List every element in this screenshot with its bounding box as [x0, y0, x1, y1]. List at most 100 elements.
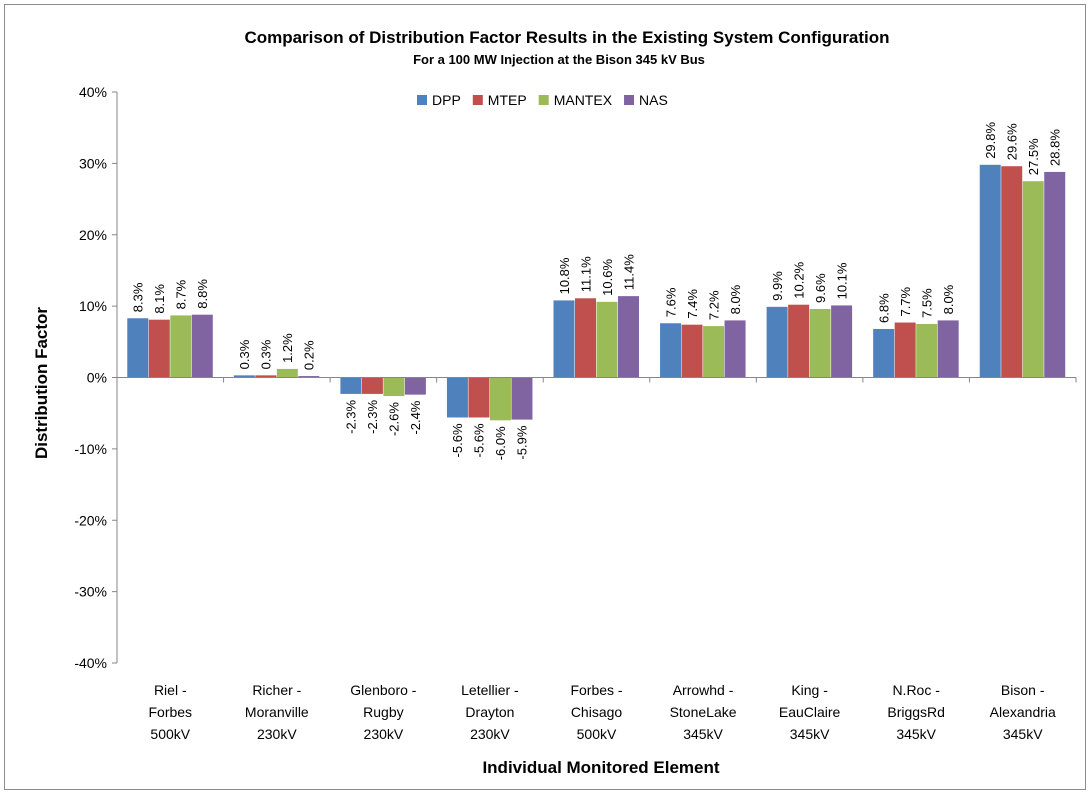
bars — [127, 164, 1066, 421]
data-label: 7.6% — [663, 287, 678, 317]
x-category-label: Riel -Forbes 500kV — [148, 682, 192, 742]
bar-dpp — [340, 377, 362, 394]
bar-mtep — [575, 298, 596, 378]
legend-swatch-dpp — [417, 95, 427, 105]
data-label: 9.9% — [770, 271, 785, 301]
data-label: 10.8% — [557, 257, 572, 294]
y-axis-ticks: -40% -30% -20% -10% 0% 10% 20% 30% 40% — [74, 84, 117, 671]
legend-label-dpp: DPP — [432, 92, 461, 108]
bar-mantex — [703, 326, 725, 378]
data-label: 8.3% — [131, 282, 146, 312]
bar-dpp — [766, 306, 788, 378]
legend: DPP MTEP MANTEX NAS — [417, 92, 668, 108]
bar-nas — [191, 314, 213, 378]
y-tick-label: 40% — [79, 84, 107, 100]
y-tick-label: 30% — [79, 155, 107, 171]
data-label: -5.6% — [450, 423, 465, 457]
bar-mantex — [596, 301, 618, 378]
data-label: 8.0% — [941, 284, 956, 314]
data-label: 0.2% — [302, 340, 317, 370]
legend-swatch-nas — [624, 95, 635, 105]
data-label: 1.2% — [280, 333, 295, 363]
bar-mantex — [383, 377, 405, 397]
data-label: 7.5% — [919, 288, 934, 318]
bar-mantex — [489, 377, 511, 421]
bar-nas — [831, 305, 853, 378]
bar-dpp — [660, 323, 682, 378]
x-category-label: Bison -Alexandria 345kV — [990, 682, 1056, 742]
chart-title: Comparison of Distribution Factor Result… — [244, 28, 889, 47]
bar-mtep — [361, 377, 383, 394]
data-labels: 8.3% 0.3% -2.3% -5.6% 10.8% 7.6% 9.9% 6.8% 29.8%… — [131, 122, 1063, 461]
data-label: 8.8% — [195, 279, 210, 309]
data-label: -2.3% — [344, 399, 359, 433]
data-label: 11.4% — [621, 254, 636, 290]
legend-label-nas: NAS — [639, 92, 668, 108]
y-tick-label: 10% — [79, 298, 107, 314]
x-category-label: Forbes -Chisago 500kV — [570, 682, 622, 742]
data-label: -2.6% — [387, 402, 402, 436]
bar-mtep — [148, 319, 170, 378]
y-axis-title: Distribution Factor — [32, 307, 51, 459]
x-axis-title: Individual Monitored Element — [482, 758, 719, 777]
y-tick-label: 20% — [79, 227, 107, 243]
bar-mantex — [916, 323, 938, 378]
bar-dpp — [553, 300, 575, 378]
bar-mtep — [788, 304, 810, 378]
bar-nas — [937, 320, 959, 378]
bar-mantex — [809, 308, 831, 378]
x-category-label: Glenboro -Rugby 230kV — [350, 682, 416, 742]
x-category-label: Arrowhd -StoneLake 345kV — [670, 682, 737, 742]
chart-subtitle: For a 100 MW Injection at the Bison 345 … — [413, 52, 705, 67]
legend-label-mtep: MTEP — [488, 92, 527, 108]
bar-dpp — [446, 377, 468, 418]
bar-mtep — [681, 324, 703, 378]
bar-dpp — [873, 328, 895, 378]
data-label: -5.6% — [472, 423, 487, 457]
x-category-label: N.Roc -BriggsRd 345kV — [887, 682, 945, 742]
data-label: 8.7% — [174, 279, 189, 309]
y-tick-label: 0% — [87, 370, 107, 386]
y-tick-label: -10% — [74, 441, 107, 457]
x-axis-categories: Riel -Forbes 500kV Richer -Moranville 230kV… — [148, 682, 1056, 742]
data-label: 0.3% — [259, 339, 274, 369]
data-label: 10.2% — [791, 261, 806, 298]
data-label: 7.4% — [685, 289, 700, 319]
data-label: 7.7% — [898, 286, 913, 316]
bar-nas — [298, 376, 320, 378]
chart-frame: Comparison of Distribution Factor Result… — [4, 4, 1086, 790]
bar-mantex — [1022, 181, 1044, 378]
bar-nas — [1044, 171, 1066, 378]
bar-nas — [511, 377, 533, 420]
legend-swatch-mtep — [472, 95, 483, 105]
bar-dpp — [233, 375, 255, 378]
bar-mtep — [894, 322, 916, 378]
bar-mtep — [468, 377, 490, 418]
bar-nas — [618, 296, 639, 378]
bar-mantex — [170, 315, 192, 378]
y-tick-label: -20% — [74, 512, 107, 528]
legend-label-mantex: MANTEX — [554, 92, 613, 108]
data-label: 29.6% — [1004, 123, 1019, 160]
x-category-label: Richer -Moranville 230kV — [245, 682, 309, 742]
data-label: -2.4% — [408, 400, 423, 434]
data-label: -6.0% — [493, 426, 508, 460]
bar-nas — [404, 377, 426, 395]
bar-nas — [724, 320, 746, 378]
data-label: 28.8% — [1047, 129, 1062, 166]
bar-mtep — [1001, 166, 1023, 378]
data-label: 10.1% — [834, 262, 849, 299]
data-label: 11.1% — [578, 256, 593, 292]
bar-dpp — [979, 164, 1001, 378]
bar-dpp — [127, 318, 149, 378]
data-label: 8.1% — [152, 284, 167, 314]
axes — [116, 92, 1077, 663]
data-label: 10.6% — [600, 259, 615, 296]
data-label: 27.5% — [1026, 138, 1041, 175]
x-category-label: King -EauClaire 345kV — [779, 682, 841, 742]
data-label: 6.8% — [876, 293, 891, 323]
data-label: -5.9% — [515, 425, 530, 459]
data-label: -2.3% — [365, 399, 380, 433]
y-tick-label: -30% — [74, 584, 107, 600]
y-tick-label: -40% — [74, 655, 107, 671]
